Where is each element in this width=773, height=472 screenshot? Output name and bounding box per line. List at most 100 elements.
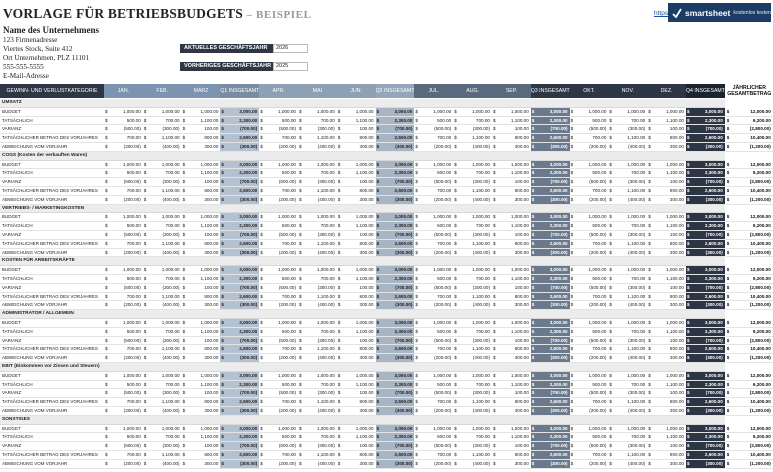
value-cell[interactable]: $100.00	[647, 336, 686, 346]
value-cell[interactable]: $800.00	[647, 345, 686, 355]
value-cell[interactable]: $2,600.00	[220, 292, 260, 302]
value-cell[interactable]: $2,600.00	[220, 345, 260, 355]
value-cell[interactable]: $ (300.00)	[220, 301, 260, 311]
value-cell[interactable]: $700.00	[608, 380, 648, 390]
value-cell[interactable]: $100.00	[647, 283, 686, 293]
value-cell[interactable]: $1,000.00	[414, 213, 454, 223]
value-cell[interactable]: $ (300.00)	[142, 336, 182, 346]
value-cell[interactable]: $3,000.00	[220, 213, 260, 223]
value-cell[interactable]: $1,100.00	[336, 275, 376, 284]
value-cell[interactable]: $1,100.00	[181, 327, 221, 337]
value-cell[interactable]: $500.00	[569, 222, 609, 231]
value-cell[interactable]: $100.00	[492, 442, 531, 451]
value-cell[interactable]: $1,100.00	[181, 116, 221, 126]
value-cell[interactable]: $ (700.00)	[530, 125, 570, 135]
value-cell[interactable]: $1,100.00	[608, 239, 648, 249]
value-cell[interactable]: $ (200.00)	[414, 143, 454, 152]
value-cell[interactable]: $700.00	[104, 398, 143, 407]
value-cell[interactable]: $700.00	[414, 134, 454, 143]
value-cell[interactable]: $1,100.00	[608, 292, 648, 302]
value-cell[interactable]: $800.00	[336, 292, 376, 302]
value-cell[interactable]: $100.00	[647, 178, 686, 187]
value-cell[interactable]: $2,600.00	[375, 398, 415, 407]
value-cell[interactable]: $ (300.00)	[298, 389, 337, 399]
value-cell[interactable]: $ (400.00)	[453, 407, 492, 416]
annual-total-cell[interactable]: $12,000.00	[725, 213, 773, 223]
value-cell[interactable]: $3,000.00	[686, 319, 725, 328]
value-cell[interactable]: $3,000.00	[530, 107, 570, 117]
value-cell[interactable]: $2,300.00	[530, 327, 570, 337]
value-cell[interactable]: $1,100.00	[608, 451, 648, 460]
value-cell[interactable]: $ (200.00)	[104, 301, 143, 311]
value-cell[interactable]: $1,100.00	[492, 327, 531, 337]
value-cell[interactable]: $ (300.00)	[375, 407, 415, 416]
company-address-line[interactable]: 123 Firmenadresse	[3, 36, 58, 44]
value-cell[interactable]: $700.00	[298, 433, 337, 443]
value-cell[interactable]: $1,100.00	[647, 116, 686, 126]
value-cell[interactable]: $ (700.00)	[375, 125, 415, 135]
value-cell[interactable]: $800.00	[492, 345, 531, 355]
value-cell[interactable]: $1,000.00	[259, 371, 298, 381]
value-cell[interactable]: $700.00	[259, 451, 298, 460]
value-cell[interactable]: $1,100.00	[298, 345, 337, 355]
value-cell[interactable]: $1,100.00	[453, 398, 492, 407]
value-cell[interactable]: $1,100.00	[336, 327, 376, 337]
value-cell[interactable]: $ (200.00)	[414, 195, 454, 205]
value-cell[interactable]: $700.00	[298, 327, 337, 337]
value-cell[interactable]: $800.00	[181, 398, 221, 407]
value-cell[interactable]: $1,000.00	[259, 319, 298, 328]
value-cell[interactable]: $3,000.00	[375, 371, 415, 381]
value-cell[interactable]: $ (300.00)	[142, 389, 182, 399]
value-cell[interactable]: $2,300.00	[375, 116, 415, 126]
value-cell[interactable]: $1,000.00	[569, 213, 609, 223]
value-cell[interactable]: $3,000.00	[530, 266, 570, 275]
value-cell[interactable]: $500.00	[569, 275, 609, 284]
company-address-line[interactable]: Viertes Stock, Suite 412	[3, 45, 73, 53]
value-cell[interactable]: $700.00	[569, 187, 609, 196]
value-cell[interactable]: $1,100.00	[492, 433, 531, 443]
value-cell[interactable]: $1,100.00	[492, 169, 531, 179]
value-cell[interactable]: $500.00	[569, 380, 609, 390]
value-cell[interactable]: $ (700.00)	[220, 125, 260, 135]
value-cell[interactable]: $2,300.00	[686, 327, 725, 337]
value-cell[interactable]: $700.00	[298, 275, 337, 284]
value-cell[interactable]: $ (300.00)	[142, 231, 182, 240]
value-cell[interactable]: $ (300.00)	[530, 354, 570, 363]
value-cell[interactable]: $ (200.00)	[569, 407, 609, 416]
value-cell[interactable]: $100.00	[336, 283, 376, 293]
value-cell[interactable]: $1,000.00	[104, 160, 143, 170]
value-cell[interactable]: $2,300.00	[220, 327, 260, 337]
value-cell[interactable]: $ (300.00)	[453, 442, 492, 451]
value-cell[interactable]: $ (700.00)	[220, 231, 260, 240]
value-cell[interactable]: $700.00	[104, 239, 143, 249]
value-cell[interactable]: $1,100.00	[647, 380, 686, 390]
value-cell[interactable]: $3,000.00	[220, 371, 260, 381]
value-cell[interactable]: $1,000.00	[453, 107, 492, 117]
value-cell[interactable]: $2,300.00	[686, 275, 725, 284]
value-cell[interactable]: $800.00	[647, 451, 686, 460]
value-cell[interactable]: $ (200.00)	[414, 301, 454, 311]
value-cell[interactable]: $800.00	[647, 292, 686, 302]
value-cell[interactable]: $1,100.00	[336, 116, 376, 126]
value-cell[interactable]: $1,000.00	[492, 107, 531, 117]
value-cell[interactable]: $ (200.00)	[569, 301, 609, 311]
value-cell[interactable]: $ (300.00)	[220, 354, 260, 363]
value-cell[interactable]: $1,100.00	[453, 134, 492, 143]
value-cell[interactable]: $300.00	[492, 407, 531, 416]
value-cell[interactable]: $1,000.00	[336, 371, 376, 381]
value-cell[interactable]: $ (200.00)	[569, 354, 609, 363]
value-cell[interactable]: $700.00	[142, 327, 182, 337]
value-cell[interactable]: $2,600.00	[686, 451, 725, 460]
value-cell[interactable]: $3,000.00	[220, 424, 260, 434]
value-cell[interactable]: $300.00	[336, 459, 376, 469]
value-cell[interactable]: $ (400.00)	[608, 407, 648, 416]
value-cell[interactable]: $1,100.00	[492, 275, 531, 284]
value-cell[interactable]: $2,300.00	[530, 380, 570, 390]
value-cell[interactable]: $800.00	[647, 187, 686, 196]
value-cell[interactable]: $2,300.00	[220, 380, 260, 390]
value-cell[interactable]: $1,000.00	[142, 424, 182, 434]
value-cell[interactable]: $ (300.00)	[375, 459, 415, 469]
value-cell[interactable]: $ (200.00)	[104, 143, 143, 152]
value-cell[interactable]: $100.00	[181, 442, 221, 451]
value-cell[interactable]: $700.00	[104, 292, 143, 302]
